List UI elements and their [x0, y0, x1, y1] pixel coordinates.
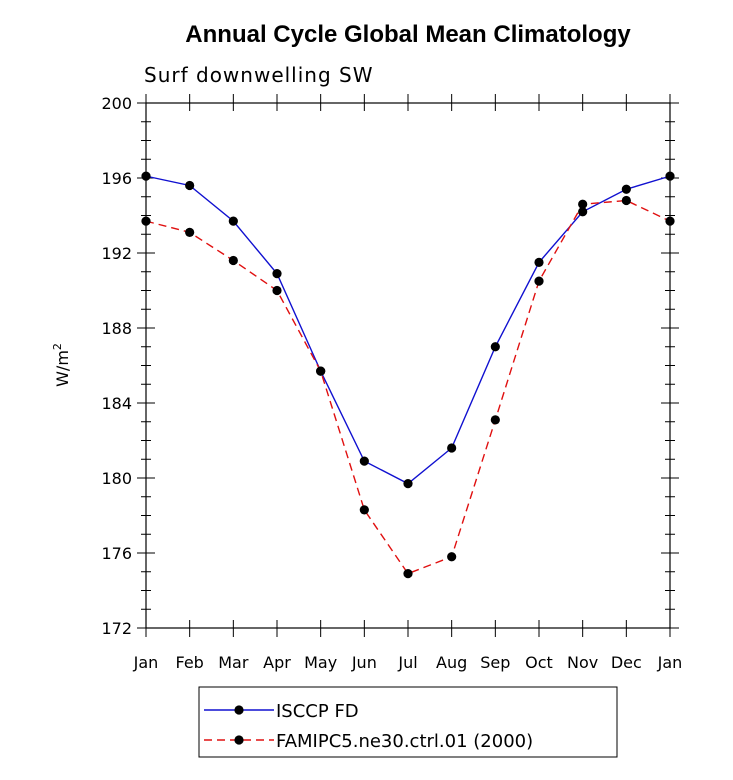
series-2-point	[447, 552, 457, 562]
y-tick-label: 188	[101, 319, 132, 338]
chart-title: Annual Cycle Global Mean Climatology	[185, 21, 631, 48]
x-tick-label: Oct	[525, 653, 553, 672]
series-1-point	[534, 257, 544, 267]
series-1-point	[228, 216, 238, 226]
y-tick-label: 184	[101, 394, 132, 413]
series-1-point	[185, 180, 195, 191]
series-1-point	[359, 456, 369, 466]
series-1-point	[490, 342, 500, 352]
series-2-point	[228, 255, 238, 266]
legend-label-1: ISCCP FD	[276, 701, 359, 722]
legend-label-2: FAMIPC5.ne30.ctrl.01 (2000)	[276, 731, 533, 752]
series-1-point	[141, 171, 151, 181]
x-tick-label: Feb	[176, 653, 204, 672]
series-1-point	[578, 207, 588, 217]
x-tick-label: Mar	[218, 653, 249, 672]
legend-box	[198, 686, 618, 758]
series-1-point	[621, 184, 631, 194]
series-line-2	[145, 199, 671, 575]
series-2-point	[316, 366, 326, 376]
x-tick-label: Nov	[567, 653, 598, 672]
series-2-point	[621, 195, 631, 206]
series-2-point	[490, 415, 500, 425]
series-line-1	[145, 175, 671, 485]
x-tick-label: Jan	[133, 653, 159, 672]
series-1-point	[403, 479, 413, 489]
series-2-point	[578, 199, 588, 209]
y-tick-label: 196	[101, 169, 132, 188]
series-2-point	[141, 216, 151, 226]
legend: ISCCP FD FAMIPC5.ne30.ctrl.01 (2000)	[204, 701, 533, 752]
y-tick-label: 180	[101, 469, 132, 488]
legend-marker-2	[234, 735, 244, 745]
x-tick-label: Apr	[263, 653, 291, 672]
plot-frame	[145, 102, 671, 629]
series-2-point	[359, 505, 369, 515]
y-tick-label: 192	[101, 244, 132, 263]
series-2-point	[272, 285, 282, 296]
legend-marker-1	[234, 705, 244, 715]
x-tick-label: Jun	[351, 653, 377, 672]
series-2-point	[665, 216, 675, 226]
series-2-point	[185, 227, 195, 237]
series-layer	[141, 171, 675, 579]
x-tick-label: May	[304, 653, 337, 672]
y-tick-label: 172	[101, 619, 132, 638]
svg-text:W/m2: W/m2	[51, 343, 72, 387]
y-axis-label: W/m2	[51, 343, 72, 387]
chart-subtitle: Surf downwelling SW	[144, 63, 374, 87]
y-axis-label-sup: 2	[51, 343, 64, 350]
axes: 172 176 180 184 188 192 196 200 Jan Feb Mar Apr May J…	[101, 94, 682, 672]
series-1-point	[447, 443, 457, 453]
x-tick-label: Dec	[611, 653, 642, 672]
series-2-point	[403, 569, 413, 579]
series-1-point	[272, 269, 282, 279]
y-axis-label-base: W/m	[53, 350, 72, 387]
series-2-point	[534, 276, 544, 286]
x-tick-label: Jul	[397, 653, 417, 672]
x-tick-label: Sep	[480, 653, 510, 672]
x-tick-label: Aug	[436, 653, 467, 672]
y-tick-label: 200	[101, 94, 132, 113]
x-tick-label: Jan	[657, 653, 683, 672]
y-tick-label: 176	[101, 544, 132, 563]
series-1-point	[665, 171, 675, 181]
